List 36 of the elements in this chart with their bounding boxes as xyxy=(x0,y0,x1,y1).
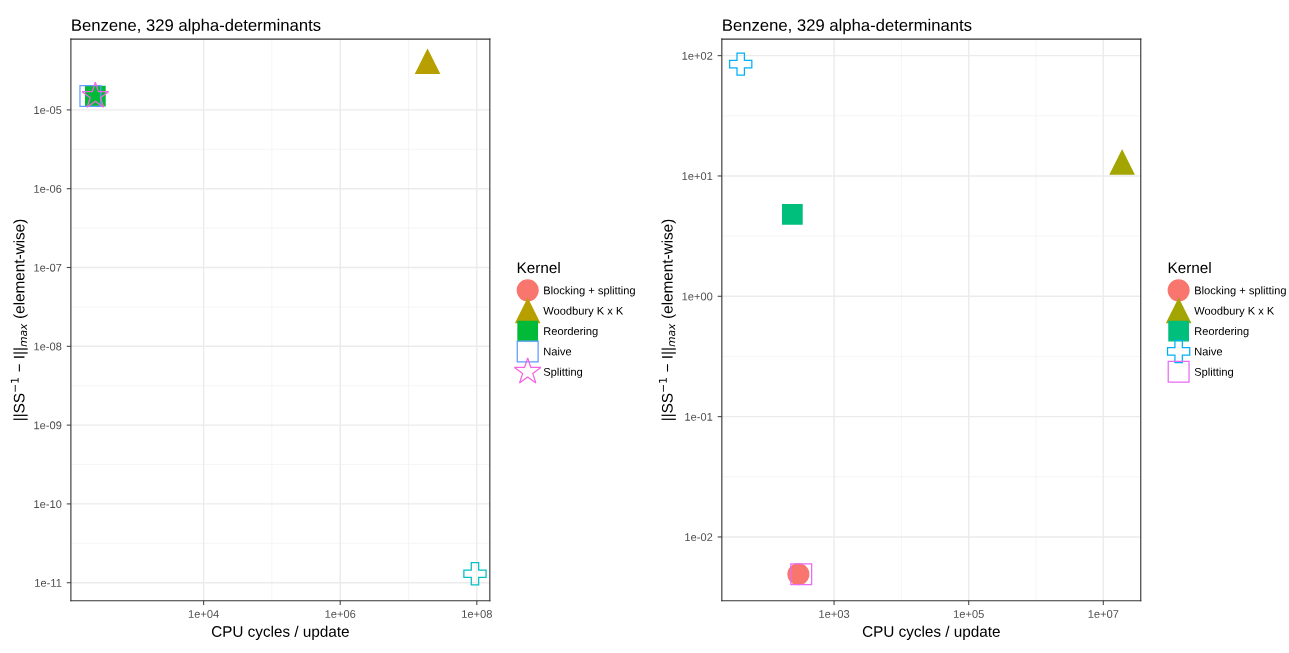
legend-label: Blocking + splitting xyxy=(1195,286,1286,297)
legend-label: Naive xyxy=(1195,347,1223,356)
x-axis-title: CPU cycles / update xyxy=(862,625,1000,640)
y-tick-label: 1e+02 xyxy=(682,51,713,60)
x-axis-title: CPU cycles / update xyxy=(211,625,349,640)
y-tick-label: 1e+01 xyxy=(682,172,713,181)
y-tick-label: 1e-02 xyxy=(685,533,713,542)
y-tick-label: 1e-11 xyxy=(35,579,62,587)
chart-title: Benzene, 329 alpha-determinants xyxy=(723,18,972,35)
y-tick-label: 1e+00 xyxy=(682,292,713,301)
x-tick-label: 1e+06 xyxy=(325,610,356,618)
legend-label: Blocking + splitting xyxy=(544,286,635,297)
legend-title: Kernel xyxy=(517,261,560,274)
y-tick-label: 1e-06 xyxy=(34,184,62,193)
legend-label: Woodbury K x K xyxy=(1194,306,1275,317)
y-tick-label: 1e-01 xyxy=(685,412,713,421)
legend-label: Reordering xyxy=(544,326,598,338)
y-tick-label: 1e-10 xyxy=(34,500,62,509)
legend-label: Splitting xyxy=(1194,367,1233,378)
legend-label: Naive xyxy=(544,347,572,356)
y-axis-title: ||SS$^{−1}$ − I||$_{max}$ (element-wise) xyxy=(658,219,676,420)
x-tick-label: 1e+04 xyxy=(188,610,219,618)
legend-label: Woodbury K x K xyxy=(543,306,624,317)
y-tick-label: 1e-08 xyxy=(34,342,62,351)
chart-title: Benzene, 329 alpha-determinants xyxy=(72,18,321,35)
legend-title: Kernel xyxy=(1168,261,1211,274)
x-tick-label: 1e+08 xyxy=(462,610,492,618)
x-tick-label: 1e+03 xyxy=(819,610,850,618)
x-tick-label: 1e+05 xyxy=(953,610,984,618)
y-tick-label: 1e-09 xyxy=(34,421,62,430)
y-tick-label: 1e-07 xyxy=(34,263,62,272)
legend-label: Splitting xyxy=(543,367,583,378)
y-tick-label: 1e-05 xyxy=(34,106,62,115)
legend-label: Reordering xyxy=(1195,326,1249,338)
y-axis-title: ||SS$^{−1}$ − I||$_{max}$ (element-wise) xyxy=(10,219,28,420)
x-tick-label: 1e+07 xyxy=(1088,610,1119,618)
